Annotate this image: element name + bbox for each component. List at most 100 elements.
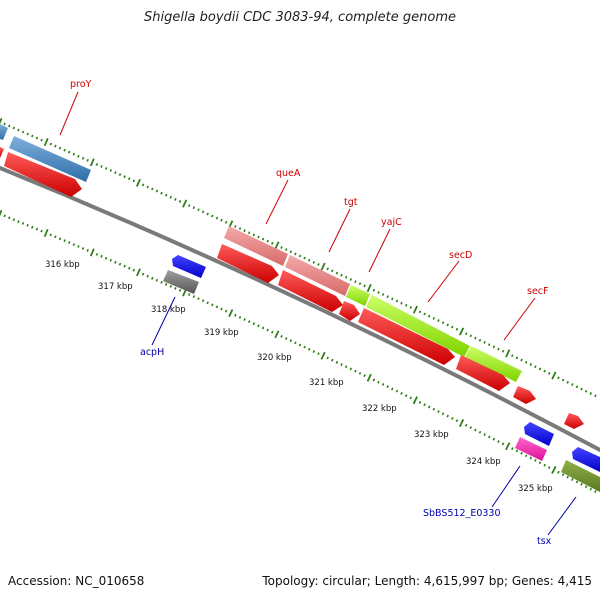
inner-track-minor-tick	[543, 463, 546, 467]
outer-track-minor-tick	[571, 383, 574, 386]
outer-track-minor-tick	[589, 392, 593, 395]
gene-feature-blue	[0, 124, 8, 140]
inner-track-minor-tick	[538, 461, 542, 465]
outer-track-minor-tick	[427, 314, 431, 318]
gene-feature-proY	[9, 136, 91, 182]
gene-feature-red-7	[513, 386, 536, 404]
inner-track-major-tick	[228, 309, 234, 318]
inner-track-minor-tick	[12, 218, 16, 222]
inner-track-major-tick	[320, 351, 326, 360]
scale-label-318: 318 kbp	[151, 305, 186, 315]
outer-track-minor-tick	[197, 208, 200, 212]
genome-backbone	[0, 166, 600, 452]
gene-feature-red-5	[358, 308, 455, 365]
inner-track-major-tick	[0, 209, 3, 217]
gene-feature-red-6	[456, 355, 510, 391]
scale-label-325: 325 kbp	[518, 484, 553, 494]
outer-track-minor-tick	[511, 354, 514, 358]
leader-line-tsx	[547, 496, 577, 536]
inner-track-major-tick	[458, 419, 465, 427]
outer-track-minor-tick	[566, 380, 569, 384]
outer-track-minor-tick	[247, 231, 251, 235]
inner-track-minor-tick	[224, 309, 228, 313]
outer-track-minor-tick	[118, 173, 122, 177]
outer-track-minor-tick	[543, 369, 546, 373]
scale-label-319: 319 kbp	[204, 328, 239, 338]
outer-track-minor-tick	[49, 142, 53, 146]
inner-track-minor-tick	[372, 378, 376, 382]
inner-track-major-tick	[366, 373, 372, 382]
leader-line-acpH	[151, 296, 176, 346]
inner-track-minor-tick	[483, 433, 486, 436]
outer-track-minor-tick	[114, 171, 117, 175]
gene-label-tsx: tsx	[537, 536, 552, 547]
inner-track-minor-tick	[520, 451, 523, 455]
inner-track-minor-tick	[174, 286, 177, 290]
scale-label-322: 322 kbp	[362, 404, 397, 414]
gene-feature-navy-3	[572, 447, 600, 472]
outer-track-minor-tick	[178, 199, 182, 203]
inner-track-minor-tick	[589, 487, 593, 491]
inner-track-minor-tick	[427, 405, 431, 409]
inner-track-minor-tick	[515, 449, 519, 453]
forward-strand-features	[0, 124, 522, 382]
outer-track-minor-tick	[54, 144, 57, 148]
gene-feature-yajC	[346, 285, 370, 306]
inner-track-minor-tick	[312, 350, 316, 353]
outer-track-minor-tick	[344, 275, 348, 279]
outer-track-minor-tick	[497, 347, 500, 351]
inner-track-minor-tick	[580, 482, 583, 486]
outer-track-minor-tick	[423, 312, 426, 316]
outer-track-minor-tick	[395, 299, 399, 303]
inner-track-minor-tick	[95, 252, 99, 256]
outer-track-minor-tick	[575, 385, 579, 389]
inner-track-minor-tick	[211, 303, 214, 307]
inner-track-minor-tick	[72, 243, 76, 247]
outer-track-minor-tick	[547, 371, 551, 375]
outer-track-major-tick	[320, 262, 326, 271]
gene-feature-navy-2	[524, 422, 554, 446]
inner-track-minor-tick	[54, 235, 57, 239]
inner-track-minor-tick	[123, 264, 126, 268]
scale-label-323: 323 kbp	[414, 430, 449, 440]
inner-track-minor-tick	[404, 394, 408, 398]
outer-track-minor-tick	[594, 394, 597, 398]
inner-track-minor-tick	[63, 239, 66, 243]
outer-track-minor-tick	[257, 235, 260, 239]
gene-labels: proY queA tgt yajC secD secF acpH SbBS51…	[70, 79, 552, 547]
inner-track-minor-tick	[234, 313, 237, 317]
inner-track-minor-tick	[77, 245, 80, 248]
outer-track-minor-tick	[81, 156, 85, 160]
inner-track-minor-tick	[247, 320, 251, 324]
gene-label-proY: proY	[70, 79, 92, 90]
outer-track-minor-tick	[487, 343, 491, 347]
inner-track-minor-tick	[104, 256, 108, 260]
outer-track-minor-tick	[363, 284, 366, 288]
inner-track-minor-tick	[261, 326, 265, 330]
scale-label-321: 321 kbp	[309, 378, 344, 388]
inner-track-minor-tick	[303, 345, 306, 349]
inner-track-minor-tick	[215, 305, 219, 309]
outer-track-minor-tick	[252, 233, 256, 237]
inner-track-minor-tick	[547, 466, 551, 469]
outer-track-minor-tick	[483, 341, 486, 344]
label-leader-lines	[59, 91, 577, 536]
outer-track-minor-tick	[492, 345, 496, 349]
outer-track-minor-tick	[109, 169, 113, 172]
inner-track-minor-tick	[271, 330, 274, 334]
outer-track-minor-tick	[17, 128, 20, 132]
outer-track-minor-tick	[127, 177, 131, 181]
leader-line-proY	[59, 91, 79, 136]
outer-track-minor-tick	[326, 267, 329, 271]
outer-track-minor-tick	[192, 206, 196, 210]
outer-track-minor-tick	[21, 130, 25, 134]
outer-track-minor-tick	[381, 293, 385, 296]
inner-track-minor-tick	[155, 278, 159, 282]
outer-track-minor-tick	[298, 254, 302, 258]
inner-track-minor-tick	[344, 365, 348, 369]
outer-track-minor-tick	[289, 250, 293, 254]
outer-track-minor-tick	[151, 187, 154, 191]
outer-track-minor-tick	[358, 282, 362, 286]
scale-label-320: 320 kbp	[257, 353, 292, 363]
outer-track-minor-tick	[515, 356, 519, 360]
